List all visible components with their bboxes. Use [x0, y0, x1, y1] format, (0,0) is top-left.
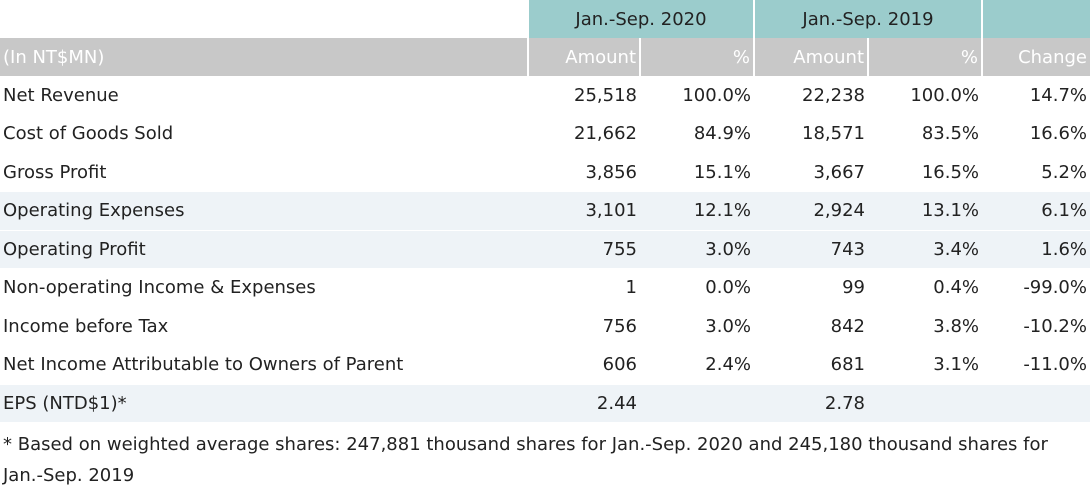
- percent-2019: 0.4%: [868, 268, 982, 308]
- row-label: EPS (NTD$1)*: [0, 384, 528, 423]
- amount-2020: 3,856: [528, 153, 640, 192]
- amount-2019: 18,571: [754, 114, 868, 154]
- income-statement-table: Jan.-Sep. 2020 Jan.-Sep. 2019 (In NT$MN)…: [0, 0, 1090, 423]
- percent-2019: [868, 384, 982, 423]
- amount-2019: 681: [754, 345, 868, 385]
- percent-2020: [640, 384, 754, 423]
- row-label: Cost of Goods Sold: [0, 114, 528, 154]
- amount-2020: 21,662: [528, 114, 640, 154]
- amount-2020: 3,101: [528, 191, 640, 231]
- row-label: Gross Profit: [0, 153, 528, 192]
- amount-2019: 2,924: [754, 191, 868, 231]
- row-label: Operating Expenses: [0, 191, 528, 231]
- amount-2019: 743: [754, 230, 868, 269]
- header-spacer: [0, 0, 528, 38]
- change-header: Change: [981, 38, 1090, 76]
- percent-2019: 3.1%: [868, 345, 982, 385]
- percent-2020: 84.9%: [640, 114, 754, 154]
- period-2019-header: Jan.-Sep. 2019: [753, 0, 982, 38]
- table-row: Net Income Attributable to Owners of Par…: [0, 345, 1090, 385]
- amount-2020: 756: [528, 307, 640, 346]
- row-label: Income before Tax: [0, 307, 528, 346]
- table-row: Cost of Goods Sold 21,662 84.9% 18,571 8…: [0, 114, 1090, 154]
- table-row: Net Revenue 25,518 100.0% 22,238 100.0% …: [0, 76, 1090, 115]
- change-value: -99.0%: [982, 268, 1090, 308]
- row-label: Net Income Attributable to Owners of Par…: [0, 345, 528, 385]
- percent-2019: 83.5%: [868, 114, 982, 154]
- period-2020-header: Jan.-Sep. 2020: [527, 0, 754, 38]
- amount-2019: 2.78: [754, 384, 868, 423]
- amount-2020: 2.44: [528, 384, 640, 423]
- table-row: Gross Profit 3,856 15.1% 3,667 16.5% 5.2…: [0, 153, 1090, 192]
- table-row: EPS (NTD$1)* 2.44 2.78: [0, 384, 1090, 423]
- unit-label: (In NT$MN): [0, 38, 528, 76]
- change-value: [982, 384, 1090, 423]
- percent-2020: 3.0%: [640, 307, 754, 346]
- row-label: Net Revenue: [0, 76, 528, 115]
- percent-2020: 2.4%: [640, 345, 754, 385]
- table-row: Operating Profit 755 3.0% 743 3.4% 1.6%: [0, 230, 1090, 269]
- amount-2019: 99: [754, 268, 868, 308]
- percent-2020: 3.0%: [640, 230, 754, 269]
- percent-2020-header: %: [639, 38, 754, 76]
- table-row: Operating Expenses 3,101 12.1% 2,924 13.…: [0, 191, 1090, 231]
- amount-2020: 25,518: [528, 76, 640, 115]
- percent-2019: 3.4%: [868, 230, 982, 269]
- percent-2019: 13.1%: [868, 191, 982, 231]
- change-value: -10.2%: [982, 307, 1090, 346]
- percent-2020: 0.0%: [640, 268, 754, 308]
- amount-2019-header: Amount: [753, 38, 868, 76]
- change-value: 16.6%: [982, 114, 1090, 154]
- amount-2020: 755: [528, 230, 640, 269]
- percent-2020: 15.1%: [640, 153, 754, 192]
- percent-2019-header: %: [867, 38, 982, 76]
- percent-2019: 16.5%: [868, 153, 982, 192]
- column-header-row: (In NT$MN) Amount % Amount % Change: [0, 38, 1090, 76]
- table-row: Non-operating Income & Expenses 1 0.0% 9…: [0, 268, 1090, 308]
- percent-2019: 3.8%: [868, 307, 982, 346]
- percent-2020: 100.0%: [640, 76, 754, 115]
- percent-2019: 100.0%: [868, 76, 982, 115]
- change-value: 14.7%: [982, 76, 1090, 115]
- change-header-spacer: [981, 0, 1090, 38]
- period-header-row: Jan.-Sep. 2020 Jan.-Sep. 2019: [0, 0, 1090, 38]
- change-value: 6.1%: [982, 191, 1090, 231]
- change-value: -11.0%: [982, 345, 1090, 385]
- amount-2019: 842: [754, 307, 868, 346]
- row-label: Operating Profit: [0, 230, 528, 269]
- change-value: 1.6%: [982, 230, 1090, 269]
- change-value: 5.2%: [982, 153, 1090, 192]
- footnote: * Based on weighted average shares: 247,…: [3, 434, 1048, 486]
- amount-2020: 606: [528, 345, 640, 385]
- amount-2019: 22,238: [754, 76, 868, 115]
- amount-2020: 1: [528, 268, 640, 308]
- amount-2019: 3,667: [754, 153, 868, 192]
- amount-2020-header: Amount: [527, 38, 640, 76]
- percent-2020: 12.1%: [640, 191, 754, 231]
- table-row: Income before Tax 756 3.0% 842 3.8% -10.…: [0, 307, 1090, 346]
- row-label: Non-operating Income & Expenses: [0, 268, 528, 308]
